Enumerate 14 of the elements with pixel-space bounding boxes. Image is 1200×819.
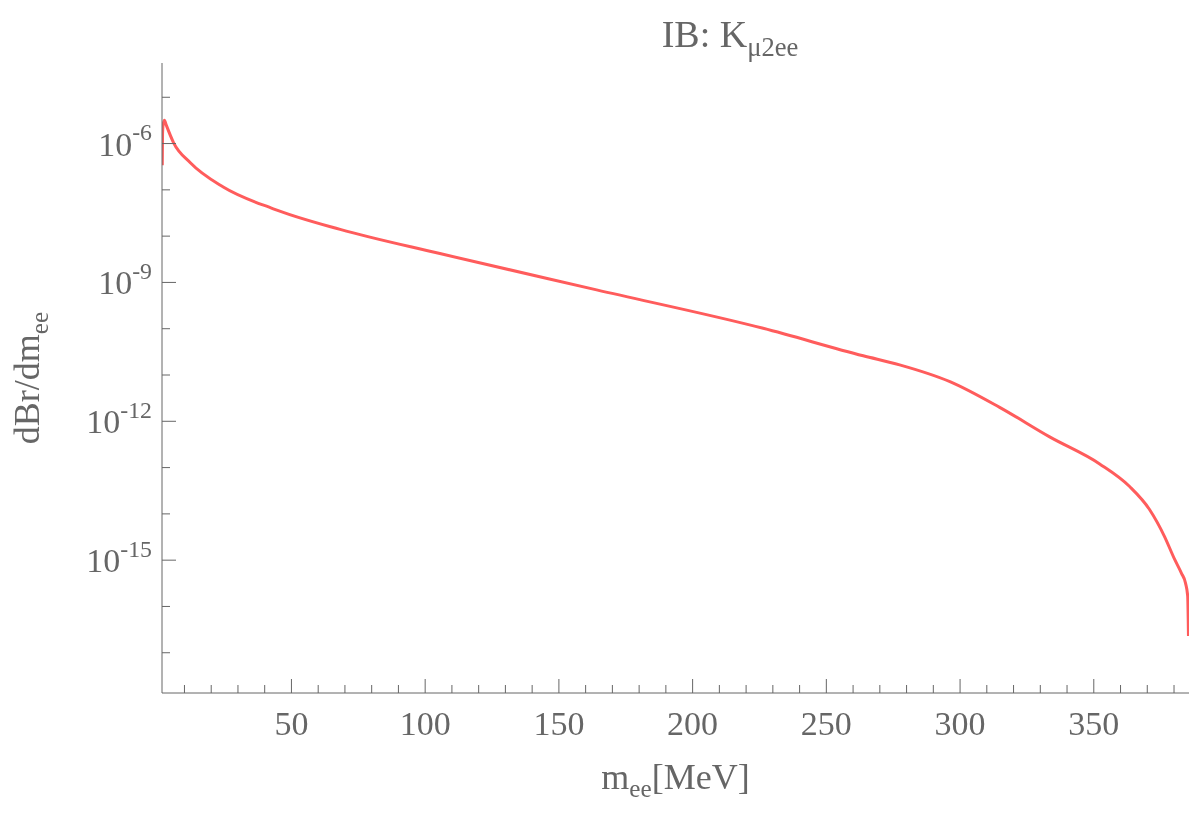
x-tick-label: 200 xyxy=(667,705,719,742)
chart-title: IB: K$_{μ2ee}$ xyxy=(661,13,799,62)
line-series xyxy=(162,118,1189,638)
x-tick-label: 150 xyxy=(533,705,585,742)
x-tick-label: 50 xyxy=(274,705,309,742)
x-tick-label: 250 xyxy=(800,705,852,742)
x-tick-label: 300 xyxy=(934,705,986,742)
y-tick-label: 10$^{-6}$ xyxy=(98,119,153,163)
x-tick-label: 350 xyxy=(1068,705,1120,742)
x-axis-title: m$_{ee}$[MeV] xyxy=(601,757,750,803)
y-tick-label: 10$^{-15}$ xyxy=(86,535,152,580)
y-tick-label: 10$^{-12}$ xyxy=(86,397,152,441)
y-tick-label: 10$^{-9}$ xyxy=(98,258,152,302)
x-tick-label: 100 xyxy=(399,705,451,742)
